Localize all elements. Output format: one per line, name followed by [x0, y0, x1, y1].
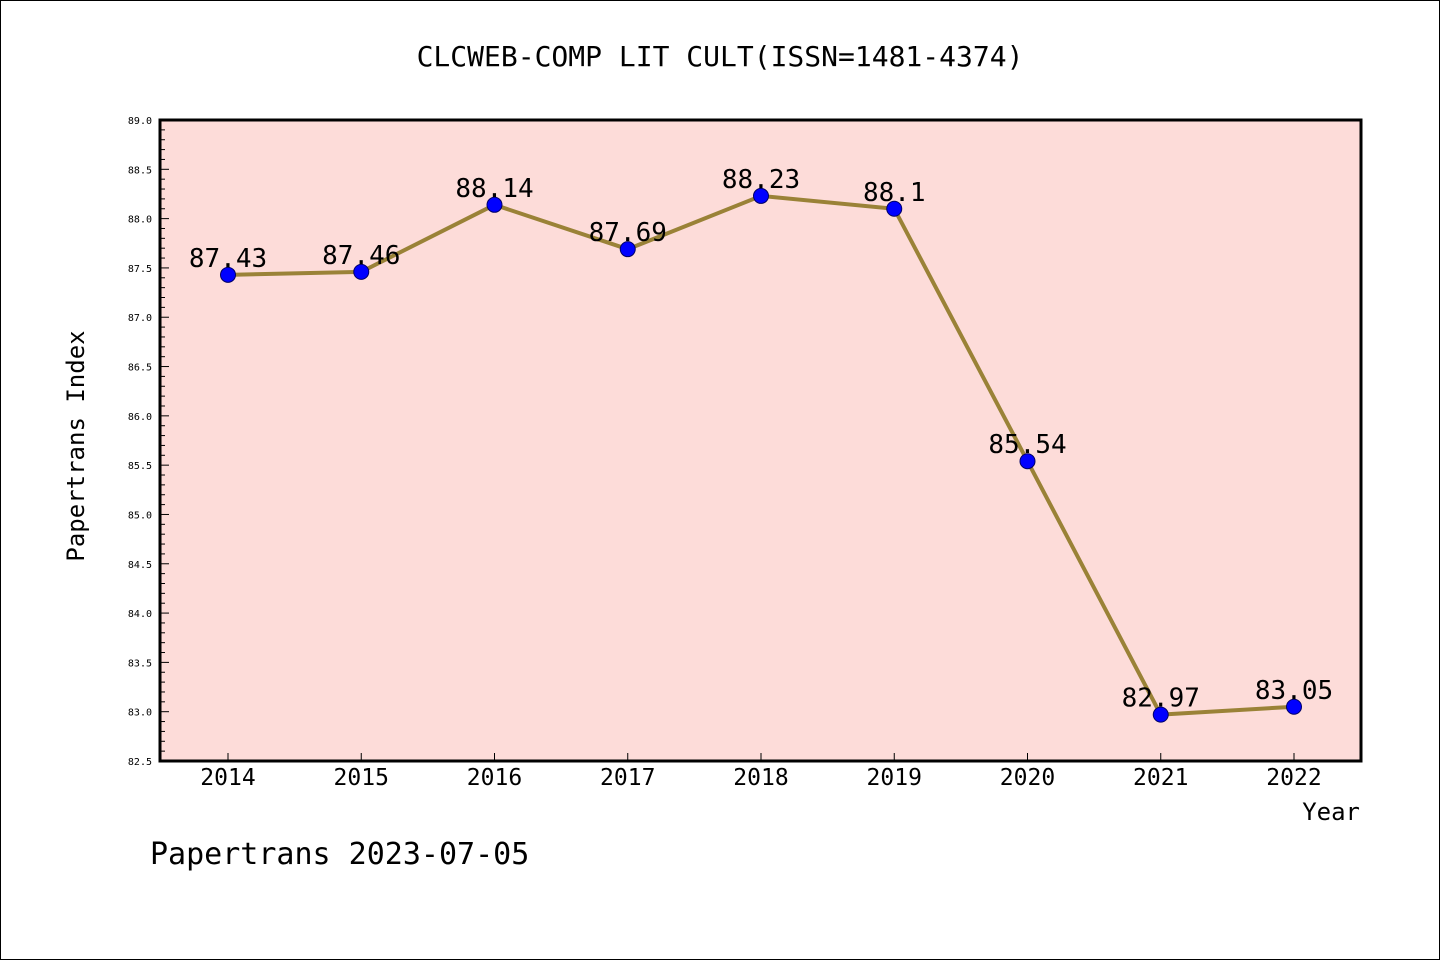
x-tick-label: 2016 [467, 765, 522, 791]
footer-stamp: Papertrans 2023-07-05 [150, 837, 529, 872]
x-tick-label: 2019 [867, 765, 922, 791]
data-point-marker [619, 241, 636, 258]
x-tick-label: 2017 [600, 765, 655, 791]
x-tick-label: 2014 [200, 765, 255, 791]
y-tick-label: 87.0 [128, 313, 152, 324]
data-point-marker [1286, 698, 1302, 715]
y-tick-label: 88.5 [128, 165, 152, 176]
y-tick-label: 82.5 [128, 757, 152, 768]
data-label: 88.1 [863, 178, 926, 208]
data-label: 85.54 [988, 430, 1066, 460]
chart-title: CLCWEB-COMP LIT CULT(ISSN=1481-4374) [417, 40, 1024, 73]
y-tick-label: 86.5 [128, 363, 152, 374]
data-point-marker [1152, 706, 1169, 723]
data-label: 88.23 [722, 165, 800, 195]
plot-frame [158, 118, 1363, 763]
data-point-marker [353, 263, 370, 280]
x-tick-label: 2018 [733, 765, 788, 791]
x-tick-label: 2022 [1266, 765, 1321, 791]
x-tick-label: 2020 [1000, 765, 1055, 791]
data-label: 87.46 [322, 241, 400, 271]
data-labels-layer: 87.43 87.46 88.14 87.69 88.23 88.1 85.54 82.97 8… [189, 165, 1333, 714]
data-point-marker [753, 187, 769, 204]
data-point-marker [1019, 453, 1036, 470]
y-tick-label: 87.5 [128, 264, 152, 275]
y-tick-label: 83.0 [128, 708, 152, 719]
x-axis: 2014 2015 2016 2017 2018 2019 2020 2021 2022 [200, 753, 1322, 791]
y-tick-label: 84.5 [128, 560, 152, 571]
data-label: 87.43 [189, 244, 267, 274]
data-label: 83.05 [1255, 676, 1333, 706]
x-axis-label: Year [1302, 798, 1360, 826]
y-tick-label: 89.0 [128, 116, 152, 127]
plot-area [160, 120, 1361, 761]
data-label: 88.14 [455, 174, 533, 204]
x-tick-label: 2021 [1133, 765, 1188, 791]
data-point-marker [486, 196, 503, 213]
data-point-marker [886, 200, 903, 217]
y-tick-label: 85.5 [128, 461, 152, 472]
y-tick-label: 86.0 [128, 412, 152, 423]
data-label: 82.97 [1122, 684, 1200, 714]
data-point-marker [220, 266, 236, 283]
data-label: 87.69 [589, 218, 667, 248]
y-tick-label: 88.0 [128, 215, 152, 226]
y-tick-label: 85.0 [128, 510, 152, 521]
x-tick-label: 2015 [334, 765, 389, 791]
series-layer [220, 187, 1302, 723]
y-axis-label: Papertrans Index [62, 330, 90, 561]
y-tick-label: 84.0 [128, 609, 152, 620]
y-tick-label: 83.5 [128, 658, 152, 669]
